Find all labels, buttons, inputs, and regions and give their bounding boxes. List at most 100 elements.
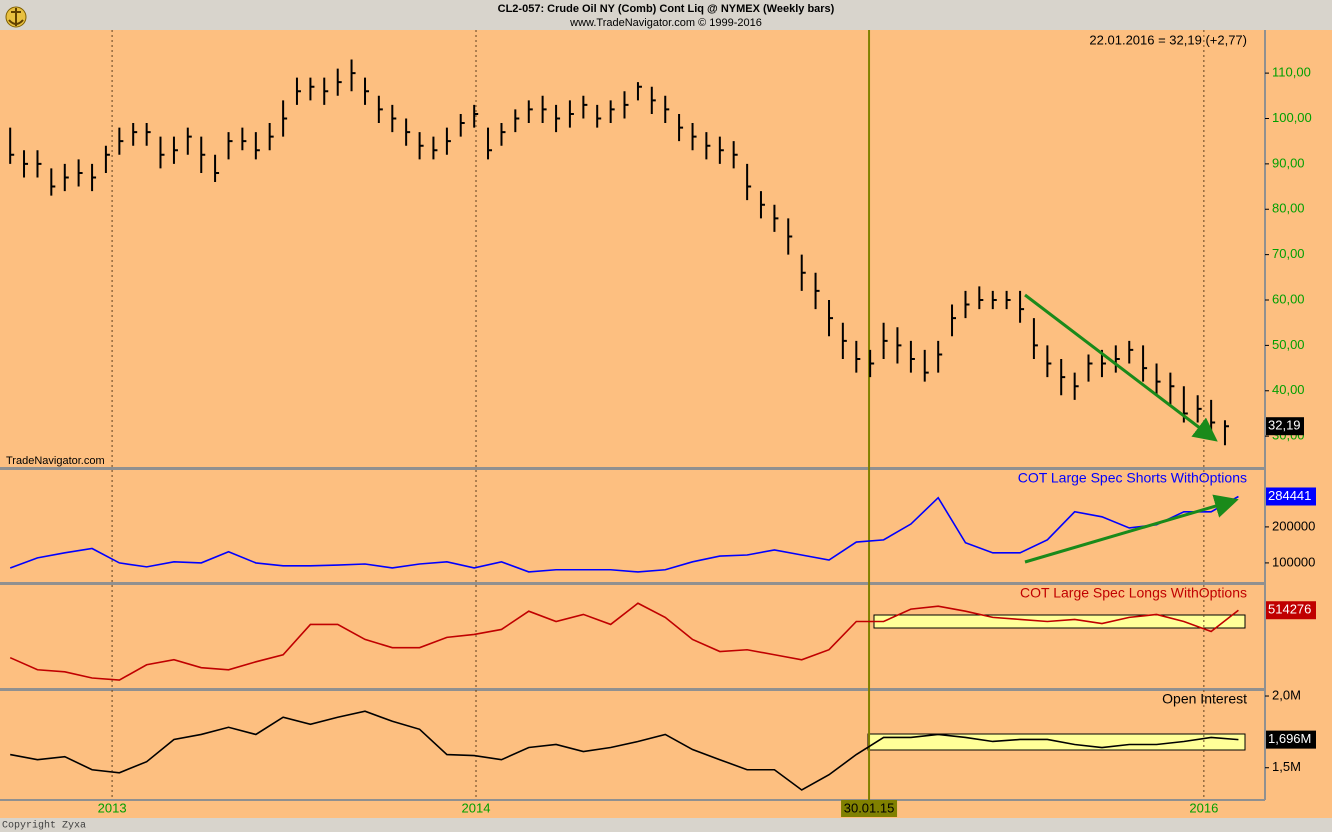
price-bar [172, 136, 178, 164]
price-bar [500, 123, 506, 146]
price-bar [705, 132, 711, 160]
price-bar [1046, 345, 1052, 378]
y-tick-label: 80,00 [1272, 201, 1305, 216]
price-bar [1128, 340, 1134, 364]
price-bar [937, 340, 943, 373]
price-bar [514, 109, 520, 133]
price-bar [377, 95, 383, 124]
price-bar [323, 77, 329, 105]
x-tick-label: 2016 [1189, 800, 1218, 815]
price-bar [541, 95, 547, 124]
price-bar [241, 127, 247, 151]
y-tick-label: 2,0M [1272, 687, 1301, 702]
price-bar [664, 95, 670, 124]
last-value-label: 32,19 [1268, 418, 1301, 433]
last-value-label: 284441 [1268, 488, 1311, 503]
price-bar [118, 127, 124, 155]
price-bar [268, 123, 274, 151]
price-bar [459, 113, 465, 137]
annotation: 22.01.2016 = 32,19 (+2,77) [1089, 32, 1247, 47]
price-bar [650, 86, 656, 114]
price-bar [923, 349, 929, 382]
y-tick-label: 60,00 [1272, 291, 1305, 306]
price-bar [214, 154, 220, 183]
price-bar [869, 349, 875, 378]
price-bar [991, 290, 997, 310]
price-bar [1169, 372, 1175, 405]
last-value-box [1266, 417, 1304, 436]
y-tick-label: 50,00 [1272, 337, 1305, 352]
price-bar [623, 91, 629, 119]
last-value-box [1266, 730, 1316, 749]
price-bar [23, 150, 29, 178]
price-bar [1005, 290, 1011, 310]
last-value-box [1266, 601, 1316, 620]
price-bar [364, 77, 370, 105]
price-bar [227, 132, 233, 160]
series-line [9, 602, 1239, 681]
trend-arrow [1024, 293, 1218, 442]
price-bar [63, 163, 69, 192]
price-bar [50, 168, 56, 196]
price-bar [759, 191, 765, 219]
price-bar [104, 145, 110, 173]
x-tick-label: 2013 [98, 800, 127, 815]
price-bar [309, 77, 315, 101]
footer-bar [0, 818, 1332, 832]
price-bar [527, 100, 533, 124]
price-bar [582, 95, 588, 119]
price-bar [418, 132, 424, 160]
price-bar [555, 104, 561, 133]
price-bar [77, 159, 83, 187]
panel-separator [0, 582, 1265, 585]
legend-entry: COT Large Spec Longs WithOptions [1020, 585, 1247, 601]
y-tick-label: 40,00 [1272, 382, 1305, 397]
price-bar [568, 100, 574, 128]
price-bar [432, 136, 438, 160]
x-tick-label: 30.01.15 [844, 800, 895, 815]
price-bar [909, 340, 915, 373]
copyright: Copyright Zyxa [2, 820, 86, 832]
price-bar [951, 304, 957, 337]
price-bar [964, 290, 970, 319]
price-bar [773, 204, 779, 232]
price-bar [691, 123, 697, 151]
price-bar [445, 127, 451, 155]
price-bar [814, 272, 820, 310]
price-bar [978, 286, 984, 310]
last-value-label: 514276 [1268, 602, 1311, 617]
price-bar [391, 104, 397, 133]
x-tick-label: 2014 [462, 800, 491, 815]
price-bar [254, 132, 260, 160]
price-bar [405, 118, 411, 146]
trend-arrow [1024, 494, 1239, 564]
price-bar [841, 322, 847, 359]
y-tick-label: 100,00 [1272, 110, 1312, 125]
price-bar [609, 100, 615, 124]
y-tick-label: 110,00 [1272, 65, 1311, 80]
y-tick-label: 1,5M [1272, 759, 1301, 774]
price-bar [678, 113, 684, 142]
legend-entry: COT Large Spec Shorts WithOptions [1018, 470, 1247, 486]
price-bar [1087, 354, 1093, 382]
logo [5, 6, 27, 28]
watermark: TradeNavigator.com [6, 455, 105, 467]
price-bar [636, 82, 642, 101]
price-bar [336, 68, 342, 96]
y-tick-label: 90,00 [1272, 155, 1305, 170]
panel-separator [0, 467, 1265, 470]
price-bar [1114, 345, 1120, 373]
y-tick-label: 70,00 [1272, 246, 1305, 261]
price-bar [159, 136, 165, 169]
legend-entry: Open Interest [1162, 691, 1247, 707]
x-tick-label-box [841, 800, 898, 817]
price-bar [1073, 372, 1079, 400]
price-bar [282, 100, 288, 137]
price-bar [1019, 290, 1025, 323]
price-bar [800, 254, 806, 291]
price-bar [186, 127, 192, 155]
price-bar [200, 136, 206, 173]
price-bar [36, 150, 42, 178]
y-tick-label: 100000 [1272, 554, 1315, 569]
price-bar [1032, 318, 1038, 359]
